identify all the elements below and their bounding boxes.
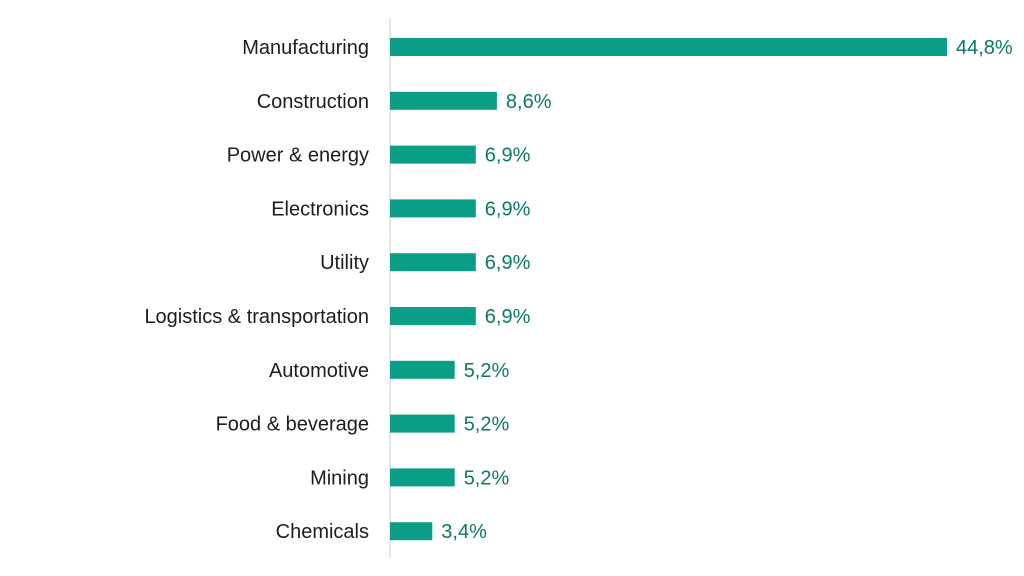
bar-6 [390, 360, 455, 379]
bar-7 [390, 414, 455, 433]
category-label-9: Chemicals [276, 521, 369, 543]
category-label-8: Mining [310, 467, 369, 489]
category-label-7: Food & beverage [216, 414, 369, 436]
value-label-7: 5,2% [464, 414, 510, 436]
value-label-0: 44,8% [956, 37, 1013, 59]
category-label-4: Utility [320, 252, 369, 274]
category-label-5: Logistics & transportation [144, 306, 369, 328]
value-label-1: 8,6% [506, 91, 552, 113]
bar-4 [390, 253, 476, 272]
bar-0 [390, 38, 947, 56]
category-label-3: Electronics [271, 198, 369, 220]
value-label-8: 5,2% [464, 467, 510, 489]
value-labels-group: 44,8% 8,6% 6,9% 6,9% 6,9% 6,9% 5,2% 5,2% 5,2% 3,4… [441, 37, 1013, 543]
value-label-2: 6,9% [485, 145, 531, 167]
category-label-1: Construction [257, 91, 369, 113]
bar-1 [390, 91, 497, 110]
value-label-4: 6,9% [485, 252, 531, 274]
value-label-5: 6,9% [485, 306, 531, 328]
category-label-6: Automotive [269, 360, 369, 382]
bar-9 [390, 522, 433, 541]
bars-group [390, 38, 947, 541]
bar-3 [390, 199, 476, 218]
value-label-3: 6,9% [485, 198, 531, 220]
category-labels-group: Manufacturing Construction Power & energy E… [144, 37, 369, 543]
bar-8 [390, 468, 455, 487]
bar-2 [390, 145, 476, 164]
category-label-0: Manufacturing [242, 37, 369, 59]
bar-5 [390, 307, 476, 325]
value-label-6: 5,2% [464, 360, 510, 382]
category-label-2: Power & energy [227, 145, 369, 167]
value-label-9: 3,4% [441, 521, 487, 543]
